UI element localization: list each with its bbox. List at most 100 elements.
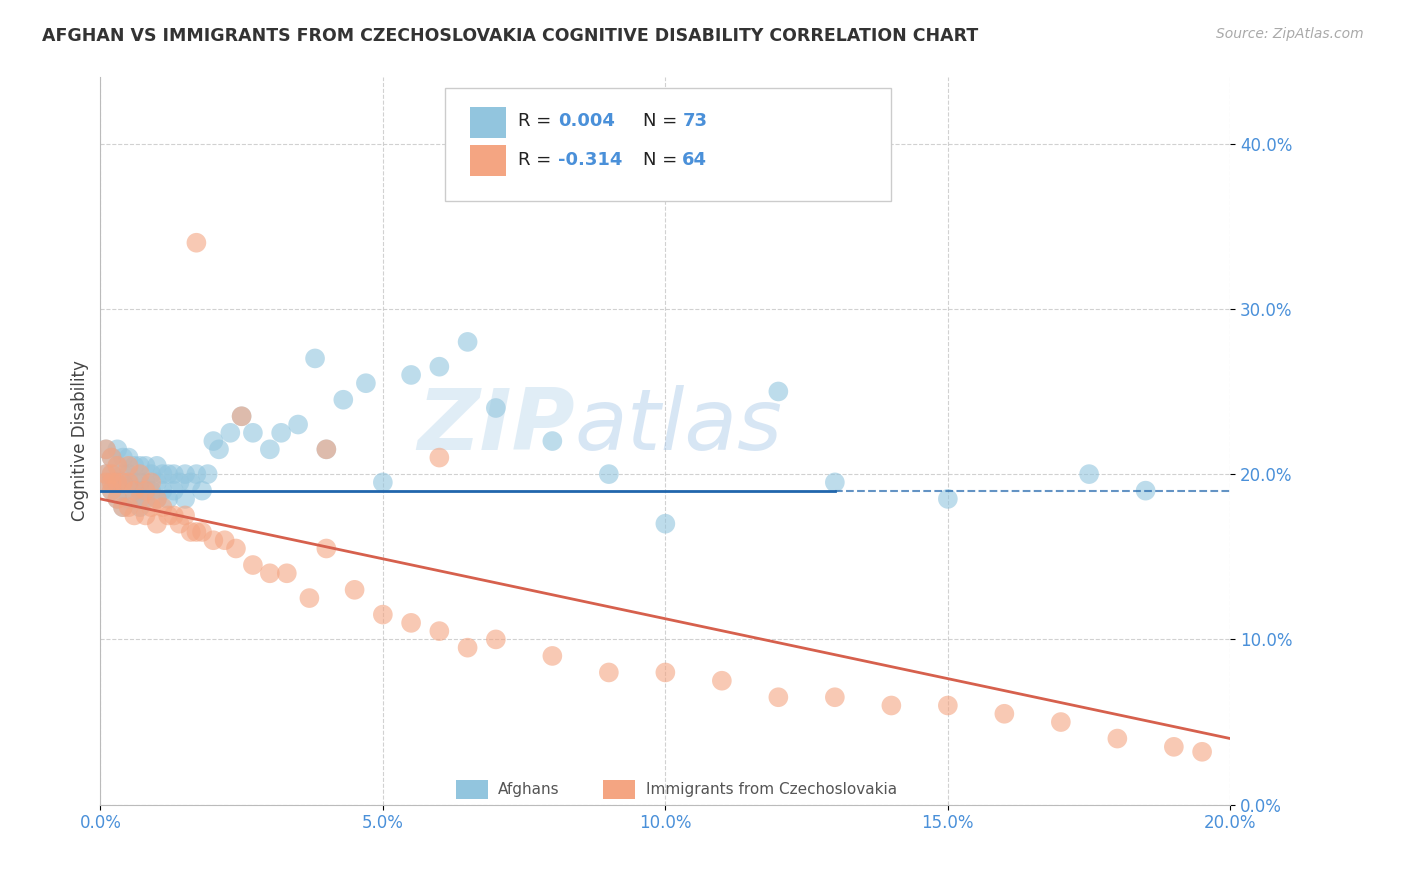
Point	[1163, 739, 1185, 754]
Point	[100, 475, 122, 490]
Point	[598, 467, 620, 482]
Point	[117, 491, 139, 506]
Point	[427, 359, 450, 374]
Point	[141, 500, 163, 515]
Point	[1135, 483, 1157, 498]
Point	[332, 392, 354, 407]
Point	[485, 632, 508, 647]
Y-axis label: Cognitive Disability: Cognitive Disability	[72, 360, 89, 522]
Point	[768, 384, 790, 399]
Point	[105, 442, 128, 457]
Point	[94, 467, 117, 482]
Point	[174, 491, 197, 506]
Point	[157, 491, 180, 506]
Point	[111, 500, 134, 515]
Point	[100, 483, 122, 498]
Point	[541, 648, 564, 663]
Point	[111, 500, 134, 515]
Point	[259, 442, 281, 457]
Point	[180, 524, 202, 539]
Point	[993, 706, 1015, 721]
Text: Immigrants from Czechoslovakia: Immigrants from Czechoslovakia	[647, 782, 897, 797]
Point	[117, 467, 139, 482]
Point	[180, 475, 202, 490]
Point	[146, 475, 169, 490]
Point	[541, 434, 564, 448]
Point	[191, 483, 214, 498]
Text: 73: 73	[682, 112, 707, 130]
Point	[105, 458, 128, 473]
Point	[100, 450, 122, 465]
Point	[117, 500, 139, 515]
Point	[214, 533, 236, 548]
Point	[259, 566, 281, 581]
Text: 64: 64	[682, 151, 707, 169]
Point	[1191, 745, 1213, 759]
Point	[105, 491, 128, 506]
Point	[174, 508, 197, 523]
Point	[129, 500, 152, 515]
Point	[427, 624, 450, 639]
Point	[117, 458, 139, 473]
Point	[141, 467, 163, 482]
FancyBboxPatch shape	[457, 780, 488, 799]
Point	[354, 376, 377, 391]
Text: Afghans: Afghans	[498, 782, 560, 797]
Text: Source: ZipAtlas.com: Source: ZipAtlas.com	[1216, 27, 1364, 41]
Point	[141, 483, 163, 498]
Point	[146, 458, 169, 473]
Point	[169, 475, 191, 490]
Point	[598, 665, 620, 680]
FancyBboxPatch shape	[446, 88, 891, 201]
Point	[122, 458, 145, 473]
Point	[186, 467, 208, 482]
Point	[157, 467, 180, 482]
Point	[457, 334, 479, 349]
Point	[152, 500, 174, 515]
Point	[94, 475, 117, 490]
Point	[768, 690, 790, 705]
Point	[276, 566, 298, 581]
Point	[135, 508, 157, 523]
Point	[191, 524, 214, 539]
Point	[242, 558, 264, 572]
Point	[129, 467, 152, 482]
Point	[371, 607, 394, 622]
Point	[202, 434, 225, 448]
Point	[163, 467, 186, 482]
Text: -0.314: -0.314	[558, 151, 623, 169]
Point	[287, 417, 309, 432]
Text: R =: R =	[519, 112, 557, 130]
Point	[100, 467, 122, 482]
Point	[152, 483, 174, 498]
Point	[94, 442, 117, 457]
Point	[117, 450, 139, 465]
Point	[135, 491, 157, 506]
Point	[399, 615, 422, 630]
Point	[146, 516, 169, 531]
Point	[111, 475, 134, 490]
Point	[485, 401, 508, 415]
Point	[111, 475, 134, 490]
Point	[163, 508, 186, 523]
FancyBboxPatch shape	[470, 107, 506, 137]
Point	[94, 442, 117, 457]
Point	[186, 524, 208, 539]
Text: R =: R =	[519, 151, 557, 169]
Point	[315, 442, 337, 457]
Point	[427, 450, 450, 465]
Point	[225, 541, 247, 556]
Point	[129, 475, 152, 490]
Point	[219, 425, 242, 440]
Point	[824, 475, 846, 490]
Point	[129, 483, 152, 498]
Point	[824, 690, 846, 705]
Point	[129, 458, 152, 473]
Text: N =: N =	[643, 112, 683, 130]
Point	[105, 475, 128, 490]
Point	[710, 673, 733, 688]
Point	[270, 425, 292, 440]
Point	[186, 235, 208, 250]
Point	[1107, 731, 1129, 746]
Point	[94, 475, 117, 490]
